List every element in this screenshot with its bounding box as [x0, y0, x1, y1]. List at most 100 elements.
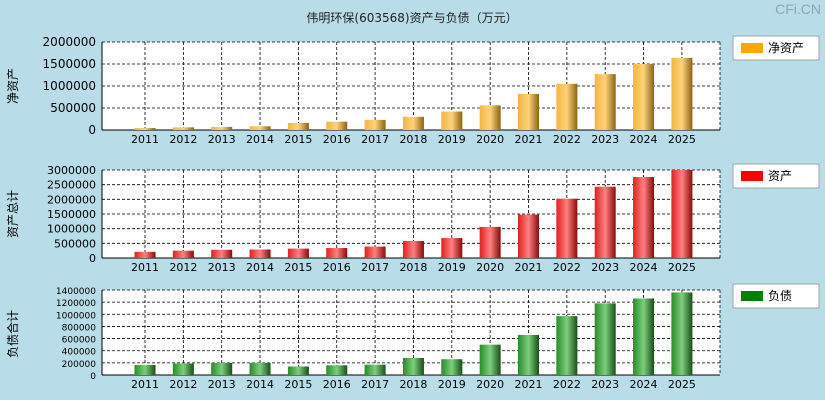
bar-2022 [556, 316, 578, 375]
bar-2021 [518, 334, 539, 375]
x-tick-label: 2012 [169, 133, 197, 146]
legend-box [732, 35, 820, 61]
x-tick-label: 2014 [246, 133, 274, 146]
x-tick-label: 2015 [284, 133, 312, 146]
bar-2015 [287, 122, 309, 130]
legend: 资产 [732, 163, 820, 189]
x-tick-label: 2023 [591, 378, 619, 391]
y-tick-label: 600000 [62, 336, 97, 346]
legend-swatch [741, 171, 763, 181]
x-tick-label: 2025 [668, 261, 696, 274]
x-tick-label: 2017 [361, 133, 389, 146]
x-tick-label: 2016 [323, 378, 351, 391]
bar-2016 [326, 365, 348, 375]
bar-2011 [134, 128, 156, 130]
y-axis-title: 资产总计 [6, 190, 20, 238]
bar-2013 [211, 249, 233, 258]
x-tick-label: 2021 [515, 378, 543, 391]
x-tick-label: 2016 [323, 261, 351, 274]
y-tick-label: 500000 [54, 237, 96, 250]
bar-2018 [402, 116, 424, 130]
bar-2012 [172, 250, 194, 258]
x-tick-label: 2019 [438, 261, 466, 274]
legend: 净资产 [732, 35, 820, 61]
y-tick-label: 1000000 [56, 311, 96, 321]
legend-label: 资产 [768, 169, 792, 183]
y-axis-title: 净资产 [6, 68, 20, 104]
bar-2016 [326, 248, 348, 258]
x-tick-label: 2021 [515, 261, 543, 274]
x-tick-label: 2025 [668, 378, 696, 391]
bar-2021 [518, 93, 539, 130]
legend: 负债 [732, 283, 820, 309]
bar-2014 [249, 249, 271, 258]
bar-2015 [287, 366, 309, 375]
y-tick-label: 0 [90, 372, 96, 382]
x-tick-label: 2018 [399, 378, 427, 391]
x-tick-label: 2016 [323, 133, 351, 146]
y-tick-label: 2000000 [47, 193, 96, 206]
bar-2025 [671, 292, 693, 375]
y-tick-label: 3000000 [47, 164, 96, 177]
y-tick-label: 1000000 [43, 79, 96, 93]
y-tick-label: 200000 [62, 360, 97, 370]
legend-label: 负债 [768, 289, 792, 303]
bar-2013 [211, 126, 233, 130]
bar-2025 [671, 170, 693, 258]
bar-2020 [479, 226, 501, 258]
bar-2013 [211, 362, 233, 375]
bar-2022 [556, 83, 578, 130]
x-tick-label: 2023 [591, 133, 619, 146]
bar-2018 [402, 358, 424, 375]
bar-2019 [441, 111, 463, 130]
bar-2011 [134, 251, 156, 258]
x-tick-label: 2015 [284, 261, 312, 274]
x-tick-label: 2019 [438, 133, 466, 146]
x-tick-label: 2017 [361, 378, 389, 391]
x-tick-label: 2023 [591, 261, 619, 274]
x-tick-label: 2011 [131, 133, 159, 146]
chart-title: 伟明环保(603568)资产与负债（万元） [306, 11, 517, 25]
bar-2017 [364, 246, 386, 258]
chart-panel-1: 0 500000 1000000 1500000 2000000 2011 2012 2013… [6, 35, 820, 146]
x-tick-label: 2020 [476, 378, 504, 391]
bar-2018 [402, 240, 424, 258]
x-tick-label: 2012 [169, 261, 197, 274]
x-tick-label: 2024 [630, 133, 658, 146]
x-tick-label: 2018 [399, 261, 427, 274]
bar-2023 [594, 303, 616, 375]
x-tick-label: 2024 [630, 261, 658, 274]
x-tick-label: 2013 [208, 133, 236, 146]
bar-2012 [172, 127, 194, 130]
legend-label: 净资产 [768, 41, 804, 55]
x-tick-label: 2022 [553, 133, 581, 146]
y-tick-label: 1000000 [47, 223, 96, 236]
bar-2017 [364, 119, 386, 130]
legend-swatch [741, 291, 763, 301]
y-tick-label: 800000 [62, 323, 97, 333]
x-tick-label: 2020 [476, 133, 504, 146]
bar-2014 [249, 126, 271, 130]
y-tick-label: 400000 [62, 348, 97, 358]
y-tick-label: 1200000 [56, 299, 96, 309]
bar-2024 [633, 64, 655, 130]
bar-2024 [633, 298, 655, 375]
y-tick-label: 2500000 [47, 179, 96, 192]
y-tick-label: 500000 [50, 101, 96, 115]
x-tick-label: 2024 [630, 378, 658, 391]
y-tick-label: 2000000 [43, 35, 96, 49]
bar-2017 [364, 364, 386, 375]
x-tick-label: 2013 [208, 261, 236, 274]
y-tick-label: 0 [88, 123, 96, 137]
x-tick-label: 2018 [399, 133, 427, 146]
x-tick-label: 2021 [515, 133, 543, 146]
x-tick-label: 2025 [668, 133, 696, 146]
x-tick-label: 2011 [131, 378, 159, 391]
x-tick-label: 2019 [438, 378, 466, 391]
bar-2022 [556, 198, 578, 258]
x-tick-label: 2013 [208, 378, 236, 391]
watermark: CFi.CN [775, 1, 821, 17]
x-tick-label: 2020 [476, 261, 504, 274]
